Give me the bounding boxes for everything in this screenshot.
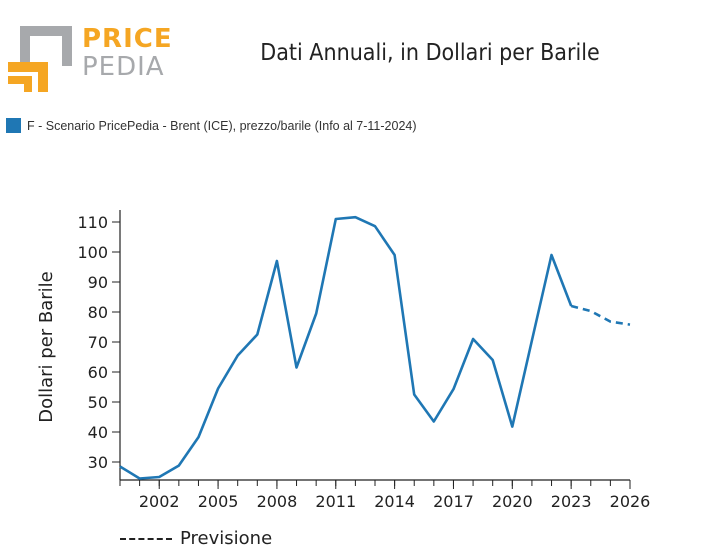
logo-word-pedia: PEDIA <box>82 52 165 82</box>
forecast-series-line <box>570 304 631 326</box>
x-tick-label: 2026 <box>610 492 651 511</box>
brent-price-series-line <box>119 215 573 480</box>
y-tick-label: 40 <box>88 423 108 442</box>
x-tick-label: 2017 <box>433 492 474 511</box>
pricepedia-logo: PRICE PEDIA <box>6 22 172 94</box>
x-tick-label: 2011 <box>315 492 356 511</box>
y-tick-label: 100 <box>77 243 108 262</box>
x-tick-label: 2008 <box>257 492 298 511</box>
x-tick-label: 2002 <box>139 492 180 511</box>
axes: 30 40 50 60 70 80 90 100 110 2002 2005 2008 2011 2014… <box>36 210 650 511</box>
legend-swatch <box>6 118 21 133</box>
y-tick-label: 80 <box>88 303 108 322</box>
y-tick-label: 70 <box>88 333 108 352</box>
logo-word-price: PRICE <box>82 24 173 54</box>
x-tick-label: 2014 <box>374 492 415 511</box>
forecast-note: Previsione <box>120 528 272 549</box>
y-tick-label: 50 <box>88 393 108 412</box>
y-tick-label: 90 <box>88 273 108 292</box>
forecast-label: Previsione <box>180 528 273 549</box>
chart-title: Dati Annuali, in Dollari per Barile <box>260 40 600 66</box>
legend: F - Scenario PricePedia - Brent (ICE), p… <box>6 118 417 133</box>
dashed-line-key <box>120 537 172 540</box>
x-tick-label: 2023 <box>551 492 592 511</box>
legend-label: F - Scenario PricePedia - Brent (ICE), p… <box>27 118 417 133</box>
y-tick-label: 30 <box>88 453 108 472</box>
y-tick-label: 110 <box>77 213 108 232</box>
series-group <box>119 215 631 480</box>
y-axis-label: Dollari per Barile <box>36 271 57 423</box>
y-tick-label: 60 <box>88 363 108 382</box>
x-tick-label: 2005 <box>198 492 239 511</box>
logo-mark-icon <box>8 26 72 92</box>
x-tick-label: 2020 <box>492 492 533 511</box>
